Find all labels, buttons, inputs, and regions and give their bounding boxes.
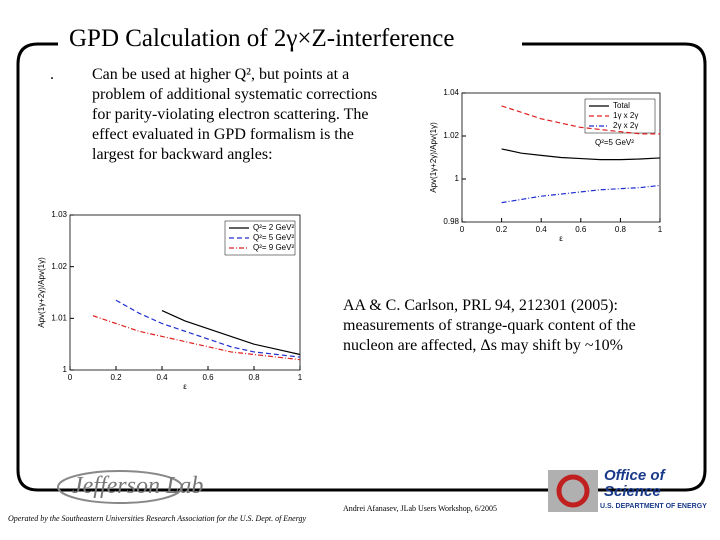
legend xyxy=(584,98,656,134)
y-axis-label: Apv(1γ+2γ)/Apv(1γ) xyxy=(37,257,46,328)
doe-text: U.S. DEPARTMENT OF ENERGY xyxy=(600,503,707,510)
x-axis-label: ε xyxy=(183,382,187,391)
y-tick-label: 1.04 xyxy=(443,88,459,97)
series-line xyxy=(92,315,301,361)
legend-label: Q²= 9 GeV² xyxy=(253,243,294,252)
x-axis-label: ε xyxy=(559,234,563,243)
slide-title: GPD Calculation of 2γ×Z-interference xyxy=(65,25,459,53)
author: Andrei Afanasev, JLab Users Workshop, 6/… xyxy=(343,504,497,513)
office-logo-text: Office of Science xyxy=(604,468,665,500)
reference-text: AA & C. Carlson, PRL 94, 212301 (2005): m… xyxy=(343,296,636,356)
bullet-line: problem of additional systematic correct… xyxy=(92,86,378,103)
y-tick-label: 1.03 xyxy=(51,210,67,219)
y-tick-label: 1.01 xyxy=(51,313,67,322)
x-tick-label: 0 xyxy=(460,225,465,234)
x-tick-label: 0.8 xyxy=(615,225,627,234)
y-tick-label: 0.98 xyxy=(443,217,459,226)
y-axis-label: Apv(1γ+2γ)/Apv(1γ) xyxy=(429,122,438,193)
x-tick-label: 0 xyxy=(68,373,73,382)
series-line xyxy=(501,105,660,135)
x-tick-label: 0.6 xyxy=(575,225,587,234)
bullet-line: for parity-violating electron scattering… xyxy=(92,106,369,123)
reference-line: AA & C. Carlson, PRL 94, 212301 (2005): xyxy=(343,297,618,314)
series-line xyxy=(501,148,661,161)
lab-logo: Jefferson Lab xyxy=(72,473,204,499)
x-tick-label: 1 xyxy=(298,373,303,382)
legend-label: 2γ x 2γ xyxy=(613,121,638,130)
legend-label: Q²= 2 GeV² xyxy=(253,223,294,232)
office-line: Science xyxy=(604,483,661,500)
office-logo-mark xyxy=(556,474,590,508)
plot-area xyxy=(461,92,661,223)
bullet-marker: . xyxy=(50,66,54,83)
y-tick-label: 1.02 xyxy=(51,262,67,271)
x-tick-label: 1 xyxy=(658,225,663,234)
bullet-line: largest for backward angles: xyxy=(92,146,273,163)
annotation: Q²=5 GeV² xyxy=(595,138,634,147)
x-tick-label: 0.2 xyxy=(110,373,122,382)
legend xyxy=(224,220,296,256)
y-tick-label: 1 xyxy=(63,365,68,374)
series-line xyxy=(115,299,301,358)
x-tick-label: 0.6 xyxy=(202,373,214,382)
office-line: Office of xyxy=(604,467,665,484)
reference-line: nucleon are affected, Δs may shift by ~1… xyxy=(343,337,623,354)
y-tick-label: 1 xyxy=(455,174,460,183)
x-tick-label: 0.4 xyxy=(156,373,168,382)
series-line xyxy=(501,184,661,204)
x-tick-label: 0.2 xyxy=(496,225,508,234)
y-tick-label: 1.02 xyxy=(443,131,459,140)
lab-logo-ring xyxy=(57,470,183,504)
bullet-line: effect evaluated in GPD formalism is the xyxy=(92,126,354,143)
legend-label: Q²= 5 GeV² xyxy=(253,233,294,242)
plot-area xyxy=(69,214,301,371)
reference-line: measurements of strange-quark content of… xyxy=(343,317,636,334)
bullet-text: Can be used at higher Q², but points at … xyxy=(92,65,377,165)
legend-label: Total xyxy=(613,101,630,110)
x-tick-label: 0.8 xyxy=(248,373,260,382)
series-line xyxy=(161,310,301,356)
x-tick-label: 0.4 xyxy=(536,225,548,234)
bullet-line: Can be used at higher Q², but points at … xyxy=(92,66,350,83)
legend-label: 1γ x 2γ xyxy=(613,111,638,120)
operated-by: Operated by the Southeastern Universitie… xyxy=(8,514,307,523)
frame xyxy=(16,42,707,492)
